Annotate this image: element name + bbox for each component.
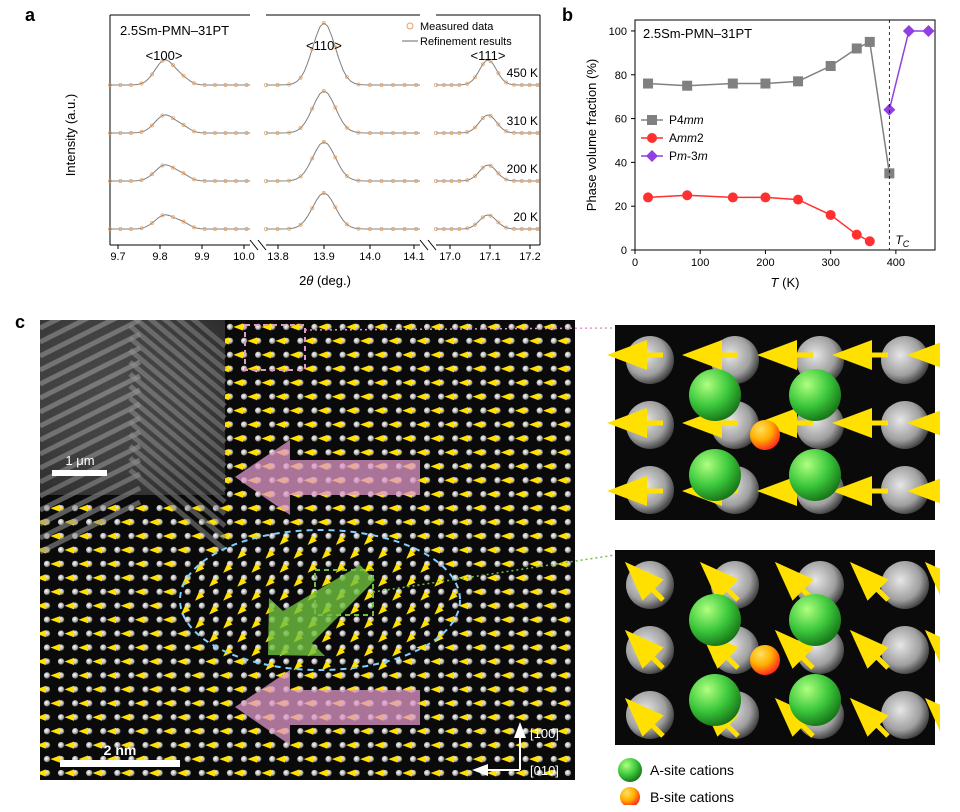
peak-110: <110> — [306, 38, 342, 53]
xlabel-a: 2θ (deg.) — [299, 273, 351, 288]
phase-fraction-plot: 020406080100 0100200300400 TC 2.5Sm-PMN–… — [580, 5, 950, 305]
tick-a-s2-0: 13.8 — [267, 251, 288, 263]
tick-a-s1-0: 9.7 — [110, 251, 125, 263]
xrd-plot: 9.7 9.8 9.9 10.0 13.8 13.9 14.0 14.1 17.… — [60, 5, 560, 305]
scalebar-main-label: 2 nm — [104, 742, 137, 758]
xlabel-b: T (K) — [771, 275, 800, 290]
tick-a-s1-1: 9.8 — [152, 251, 167, 263]
legend-pm3m: Pm-3m — [641, 149, 708, 163]
tick-a-s2-2: 14.0 — [359, 251, 380, 263]
tick-a-s3-1: 17.1 — [479, 251, 500, 263]
tick-a-s2-1: 13.9 — [313, 251, 334, 263]
zoom-tetragonal — [615, 325, 940, 520]
a-site-icon — [618, 758, 642, 782]
a-site-label: A-site cations — [650, 762, 734, 778]
svg-text:40: 40 — [615, 157, 627, 169]
svg-text:Pm-3m: Pm-3m — [669, 149, 708, 163]
legend-measured: Measured data — [420, 21, 494, 33]
svg-text:200: 200 — [756, 257, 774, 269]
svg-text:Amm2: Amm2 — [669, 131, 704, 145]
temp-1: 310 K — [507, 114, 538, 128]
svg-text:P4mm: P4mm — [669, 113, 704, 127]
svg-text:80: 80 — [615, 70, 627, 82]
dir-010: [010] — [530, 763, 559, 778]
cation-legend: A-site cations B-site cations — [618, 758, 734, 805]
svg-text:60: 60 — [615, 114, 627, 126]
svg-text:100: 100 — [691, 257, 709, 269]
panel-b: b 020406080100 0100200300400 TC 2.5Sm-PM… — [580, 5, 950, 305]
stem-main: 1 μm 2 nm [100] — [40, 320, 575, 780]
tick-a-s3-0: 17.0 — [439, 251, 460, 263]
zoom-ortho — [615, 550, 940, 745]
temp-2: 200 K — [507, 162, 538, 176]
tick-a-s1-2: 9.9 — [194, 251, 209, 263]
peak-111: <111> — [471, 48, 506, 63]
panel-c-label: c — [15, 312, 25, 333]
svg-text:100: 100 — [609, 26, 627, 38]
ylabel-a: Intensity (a.u.) — [63, 94, 78, 176]
tick-a-s2-3: 14.1 — [403, 251, 424, 263]
tick-a-s3-2: 17.2 — [519, 251, 540, 263]
temp-3: 20 K — [513, 210, 538, 224]
svg-text:0: 0 — [632, 257, 638, 269]
dir-100: [100] — [530, 726, 559, 741]
svg-text:400: 400 — [887, 257, 905, 269]
scalebar-inset-label: 1 μm — [65, 453, 94, 468]
legend-p4mm: P4mm — [641, 113, 704, 127]
b-site-icon — [620, 787, 640, 805]
panel-c: c — [40, 320, 940, 805]
svg-text:20: 20 — [615, 201, 627, 213]
stem-figure: 1 μm 2 nm [100] — [40, 320, 940, 805]
legend-refinement: Refinement results — [420, 36, 512, 48]
panel-a-label: a — [25, 5, 35, 26]
temp-0: 450 K — [507, 66, 538, 80]
panel-b-label: b — [562, 5, 573, 26]
b-site-label: B-site cations — [650, 789, 734, 805]
tick-a-s1-3: 10.0 — [233, 251, 254, 263]
sample-name-b: 2.5Sm-PMN–31PT — [643, 26, 752, 41]
sample-name-a: 2.5Sm-PMN–31PT — [120, 23, 229, 38]
ylabel-b: Phase volume fraction (%) — [584, 59, 599, 211]
panel-a: a 9.7 9.8 9.9 1 — [60, 5, 560, 305]
svg-text:300: 300 — [821, 257, 839, 269]
peak-100: <100> — [146, 48, 183, 63]
svg-text:0: 0 — [621, 245, 627, 257]
